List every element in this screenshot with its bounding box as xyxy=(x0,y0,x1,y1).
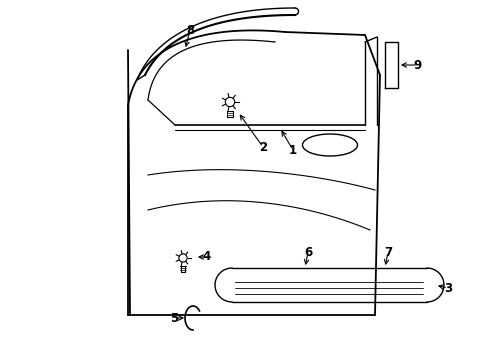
Text: 4: 4 xyxy=(203,251,211,264)
Text: 7: 7 xyxy=(383,246,391,258)
Text: 5: 5 xyxy=(169,311,178,324)
Text: 1: 1 xyxy=(288,144,296,157)
Text: 2: 2 xyxy=(259,140,266,153)
Text: 9: 9 xyxy=(413,59,421,72)
Text: 3: 3 xyxy=(443,282,451,294)
Text: 8: 8 xyxy=(185,23,194,36)
Text: 6: 6 xyxy=(303,246,311,258)
